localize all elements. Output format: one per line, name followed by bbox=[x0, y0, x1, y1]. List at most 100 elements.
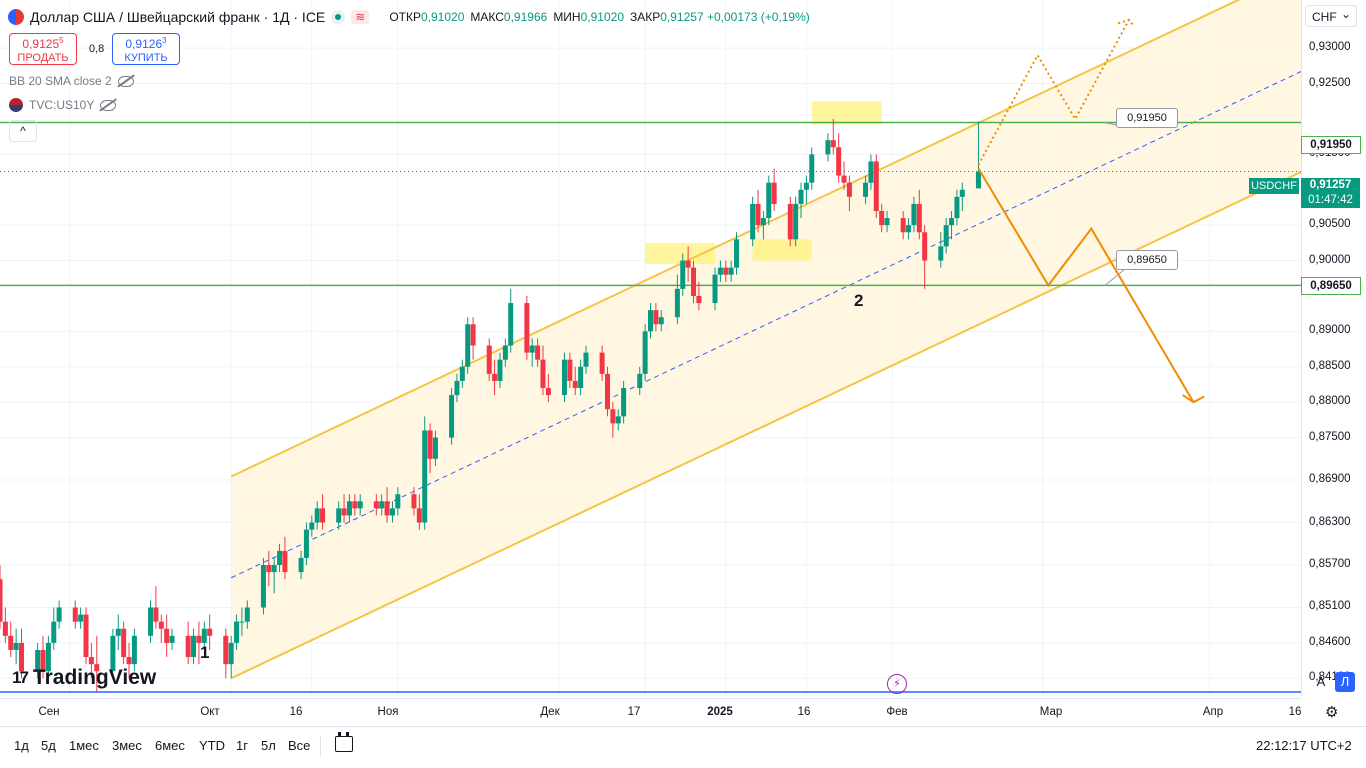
candle-body bbox=[35, 649, 41, 672]
price-tick-label: 0,88000 bbox=[1309, 395, 1351, 408]
candle-body bbox=[357, 501, 363, 509]
callout-pointer bbox=[1104, 268, 1126, 286]
candle-body bbox=[674, 288, 680, 318]
time-axis[interactable]: Сен Окт 16 Ноя Дек 17 2025 16 Фев Мар Ап… bbox=[0, 698, 1301, 725]
indicator-us10y[interactable]: TVC:US10Y bbox=[9, 98, 117, 112]
candle-body bbox=[572, 380, 578, 389]
candle-body bbox=[578, 366, 584, 389]
price-chart[interactable] bbox=[0, 0, 1301, 696]
candle-body bbox=[486, 345, 492, 374]
price-tick-label: 0,86300 bbox=[1309, 515, 1351, 528]
collapse-legend-button[interactable]: ^ bbox=[9, 120, 37, 142]
candle-body bbox=[911, 203, 917, 226]
candle-body bbox=[352, 501, 358, 509]
candle-body bbox=[88, 657, 94, 665]
range-all[interactable]: Все bbox=[288, 738, 311, 753]
hidden-eye-icon[interactable] bbox=[117, 75, 134, 87]
price-tick-label: 0,85700 bbox=[1309, 558, 1351, 570]
current-price-badge: 0,91257 01:47:42 bbox=[1301, 178, 1360, 208]
candle-body bbox=[949, 218, 955, 226]
candle-body bbox=[234, 621, 240, 643]
hidden-eye-icon[interactable] bbox=[100, 99, 117, 111]
currency-select[interactable]: CHF bbox=[1305, 3, 1357, 27]
candle-body bbox=[422, 430, 428, 523]
candle-body bbox=[19, 642, 25, 672]
support-callout[interactable]: 0,89650 bbox=[1116, 250, 1178, 270]
candle-body bbox=[395, 494, 401, 509]
candle-body bbox=[615, 416, 621, 424]
clock: 22:12:17 UTC+2 bbox=[1256, 738, 1352, 753]
candle-body bbox=[314, 508, 320, 523]
candle-body bbox=[916, 203, 922, 233]
range-1y[interactable]: 1г bbox=[236, 738, 248, 753]
settings-gear-icon[interactable]: ⚙ bbox=[1325, 704, 1339, 721]
candle-body bbox=[131, 635, 137, 665]
candle-body bbox=[191, 635, 197, 658]
candle-body bbox=[389, 508, 395, 516]
candle-body bbox=[717, 267, 723, 275]
range-ytd[interactable]: YTD bbox=[199, 738, 225, 753]
candle-body bbox=[196, 635, 202, 643]
candle-body bbox=[583, 352, 589, 367]
sell-button[interactable]: 0,91255 ПРОДАТЬ bbox=[9, 33, 77, 65]
events-bolt-icon[interactable]: ⚡ bbox=[887, 674, 907, 694]
price-axis[interactable] bbox=[1301, 0, 1366, 696]
candle-body bbox=[51, 621, 57, 643]
candle-body bbox=[228, 642, 234, 665]
candle-body bbox=[884, 218, 890, 226]
candle-body bbox=[40, 649, 46, 672]
candle-body bbox=[959, 189, 965, 197]
candle-body bbox=[604, 373, 610, 410]
candle-body bbox=[83, 614, 89, 658]
candle-body bbox=[373, 501, 379, 509]
range-5y[interactable]: 5л bbox=[261, 738, 276, 753]
candle-body bbox=[309, 522, 315, 530]
market-open-icon bbox=[331, 10, 346, 24]
candle-body bbox=[545, 388, 551, 396]
log-scale-button[interactable]: Л bbox=[1335, 672, 1355, 692]
indicator-bb[interactable]: BB 20 SMA close 2 bbox=[9, 74, 134, 88]
tradingview-logo[interactable]: 17 TradingView bbox=[12, 666, 157, 689]
candle-body bbox=[712, 274, 718, 304]
time-label: Ноя bbox=[377, 706, 399, 718]
candle-body bbox=[115, 628, 121, 636]
symbol-title[interactable]: Доллар США / Швейцарский франк · 1Д · IC… bbox=[30, 9, 326, 25]
candle-body bbox=[599, 352, 605, 374]
candle-body bbox=[809, 154, 815, 183]
candle-body bbox=[836, 147, 842, 176]
candle-body bbox=[648, 310, 653, 332]
candle-body bbox=[728, 267, 734, 275]
candle-body bbox=[540, 359, 546, 389]
price-tick-label: 0,93000 bbox=[1309, 41, 1351, 54]
candle-body bbox=[922, 232, 928, 261]
candle-body bbox=[508, 303, 514, 346]
resistance-callout[interactable]: 0,91950 bbox=[1116, 108, 1178, 128]
toolbar-divider bbox=[320, 736, 321, 756]
range-1d[interactable]: 1д bbox=[14, 738, 29, 753]
candle-body bbox=[379, 501, 385, 509]
candle-body bbox=[8, 635, 14, 650]
range-6m[interactable]: 6мес bbox=[155, 738, 185, 753]
buy-button[interactable]: 0,91263 КУПИТЬ bbox=[112, 33, 180, 65]
candle-body bbox=[449, 395, 455, 438]
time-label: Дек bbox=[540, 706, 560, 718]
candle-body bbox=[121, 628, 127, 658]
time-label: Фев bbox=[886, 706, 908, 718]
usd-chf-flag-icon bbox=[8, 9, 24, 25]
time-label: Окт bbox=[200, 706, 220, 718]
price-tick-label: 0,89000 bbox=[1309, 324, 1351, 337]
calendar-icon[interactable] bbox=[335, 732, 353, 752]
resistance-price-badge: 0,91950 bbox=[1301, 136, 1361, 154]
time-label: 16 bbox=[797, 706, 811, 718]
candle-body bbox=[658, 317, 664, 325]
candle-body bbox=[868, 161, 874, 183]
candle-body bbox=[755, 203, 761, 226]
candle-body bbox=[126, 657, 132, 665]
bottom-toolbar: 1д 5д 1мес 3мес 6мес YTD 1г 5л Все 22:12… bbox=[0, 726, 1366, 765]
candle-body bbox=[260, 565, 266, 608]
range-3m[interactable]: 3мес bbox=[112, 738, 142, 753]
candle-body bbox=[825, 140, 831, 155]
range-5d[interactable]: 5д bbox=[41, 738, 56, 753]
auto-scale-button[interactable]: A bbox=[1316, 674, 1326, 689]
range-1m[interactable]: 1мес bbox=[69, 738, 99, 753]
